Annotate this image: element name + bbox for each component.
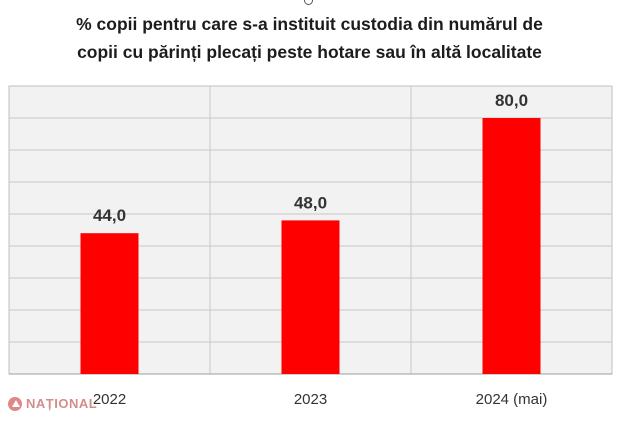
data-label: 80,0: [495, 91, 528, 110]
bar: [281, 220, 340, 374]
data-label: 48,0: [294, 193, 327, 212]
resize-handle-icon[interactable]: [304, 0, 313, 5]
x-tick-label: 2023: [294, 391, 327, 408]
x-tick-label: 2024 (mai): [476, 391, 548, 408]
watermark-logo: NAȚIONAL: [8, 396, 97, 411]
chart-title-line-1: % copii pentru care s-a instituit custod…: [76, 14, 543, 34]
bar: [80, 233, 139, 374]
bar: [482, 118, 541, 374]
x-tick-label: 2022: [93, 391, 126, 408]
chart-title: % copii pentru care s-a instituit custod…: [0, 10, 619, 66]
watermark-text: NAȚIONAL: [26, 396, 98, 411]
national-logo-icon: [8, 396, 22, 411]
chart-title-line-2: copii cu părinți plecați peste hotare sa…: [77, 42, 542, 62]
data-label: 44,0: [93, 206, 126, 225]
